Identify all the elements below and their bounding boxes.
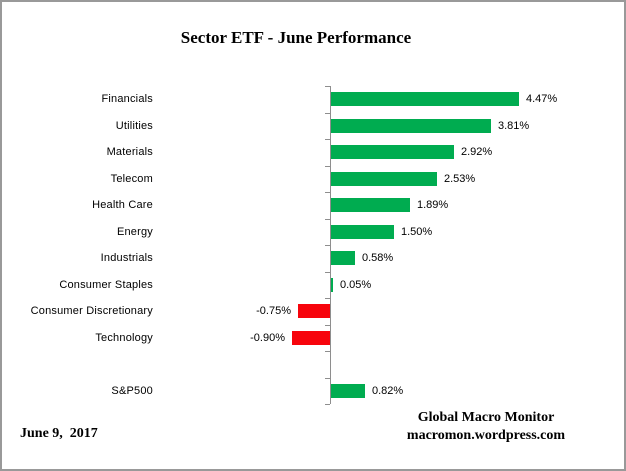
value-label: 0.05% [340, 278, 372, 291]
bar [331, 118, 491, 133]
bar [331, 171, 437, 186]
chart-title: Sector ETF - June Performance [180, 28, 412, 47]
value-label: -0.75% [256, 305, 291, 317]
axis-tick [325, 325, 330, 326]
axis-tick [325, 378, 330, 379]
category-label: Utilities [115, 119, 153, 132]
category-label: Industrials [100, 252, 153, 264]
category-label: Technology [95, 331, 153, 344]
bar [298, 304, 330, 319]
axis-tick [325, 272, 330, 273]
category-label: Materials [106, 146, 153, 158]
credit-line2: macromon.wordpress.com [406, 428, 566, 443]
value-label: 0.82% [372, 384, 404, 397]
value-label: 2.53% [444, 172, 476, 185]
bar [331, 251, 355, 266]
bar [331, 224, 394, 239]
axis-tick [325, 245, 330, 246]
axis-tick [325, 86, 330, 87]
axis-tick [325, 139, 330, 140]
category-label: Financials [101, 93, 153, 105]
category-label: Telecom [110, 172, 153, 185]
axis-tick [325, 113, 330, 114]
bar [331, 383, 365, 398]
axis-tick [325, 298, 330, 299]
bar [331, 198, 410, 213]
bar [331, 145, 454, 160]
footer-date: June 9, 2017 [20, 426, 98, 441]
axis-tick [325, 166, 330, 167]
value-label: 1.89% [417, 199, 449, 211]
value-label: -0.90% [250, 331, 285, 344]
value-label: 0.58% [362, 252, 394, 264]
value-label: 4.47% [526, 93, 558, 105]
category-label: Consumer Discretionary [30, 305, 153, 317]
bar [292, 330, 330, 345]
axis-tick [325, 219, 330, 220]
axis-tick [325, 404, 330, 405]
category-label: S&P500 [111, 384, 153, 397]
axis-tick [325, 351, 330, 352]
credit-line1: Global Macro Monitor [417, 410, 555, 425]
value-label: 1.50% [401, 225, 433, 238]
bar [331, 277, 333, 292]
value-label: 3.81% [498, 119, 530, 132]
y-axis [330, 86, 331, 404]
value-label: 2.92% [461, 146, 493, 158]
axis-tick [325, 192, 330, 193]
credit-block: Global Macro Monitor macromon.wordpress.… [380, 409, 592, 445]
category-label: Energy [116, 225, 153, 238]
category-label: Consumer Staples [59, 278, 153, 291]
bar [331, 92, 519, 107]
category-label: Health Care [92, 199, 153, 211]
